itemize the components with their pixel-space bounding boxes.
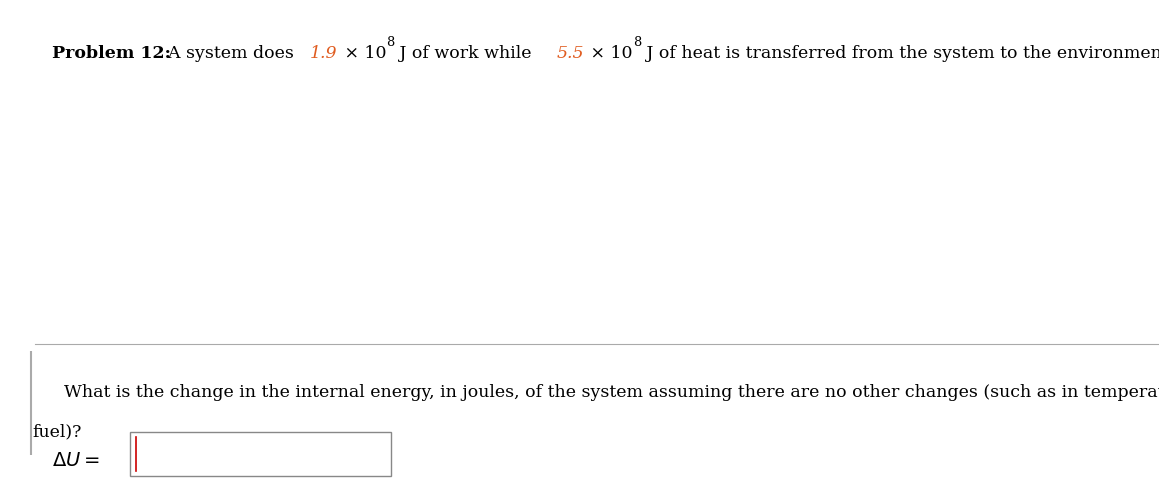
- Text: 8: 8: [633, 36, 641, 49]
- Text: What is the change in the internal energy, in joules, of the system assuming the: What is the change in the internal energ…: [64, 384, 1159, 400]
- Text: A system does: A system does: [158, 45, 299, 61]
- Text: 1.9: 1.9: [309, 45, 337, 61]
- Text: fuel)?: fuel)?: [32, 423, 82, 440]
- Text: × 10: × 10: [338, 45, 386, 61]
- Text: Problem 12:: Problem 12:: [52, 45, 172, 61]
- Text: 5.5: 5.5: [556, 45, 584, 61]
- Text: J of work while: J of work while: [394, 45, 538, 61]
- Text: × 10: × 10: [585, 45, 633, 61]
- Text: $\Delta U =$: $\Delta U =$: [52, 452, 100, 470]
- Text: 8: 8: [386, 36, 394, 49]
- Text: J of heat is transferred from the system to the environment.: J of heat is transferred from the system…: [641, 45, 1159, 61]
